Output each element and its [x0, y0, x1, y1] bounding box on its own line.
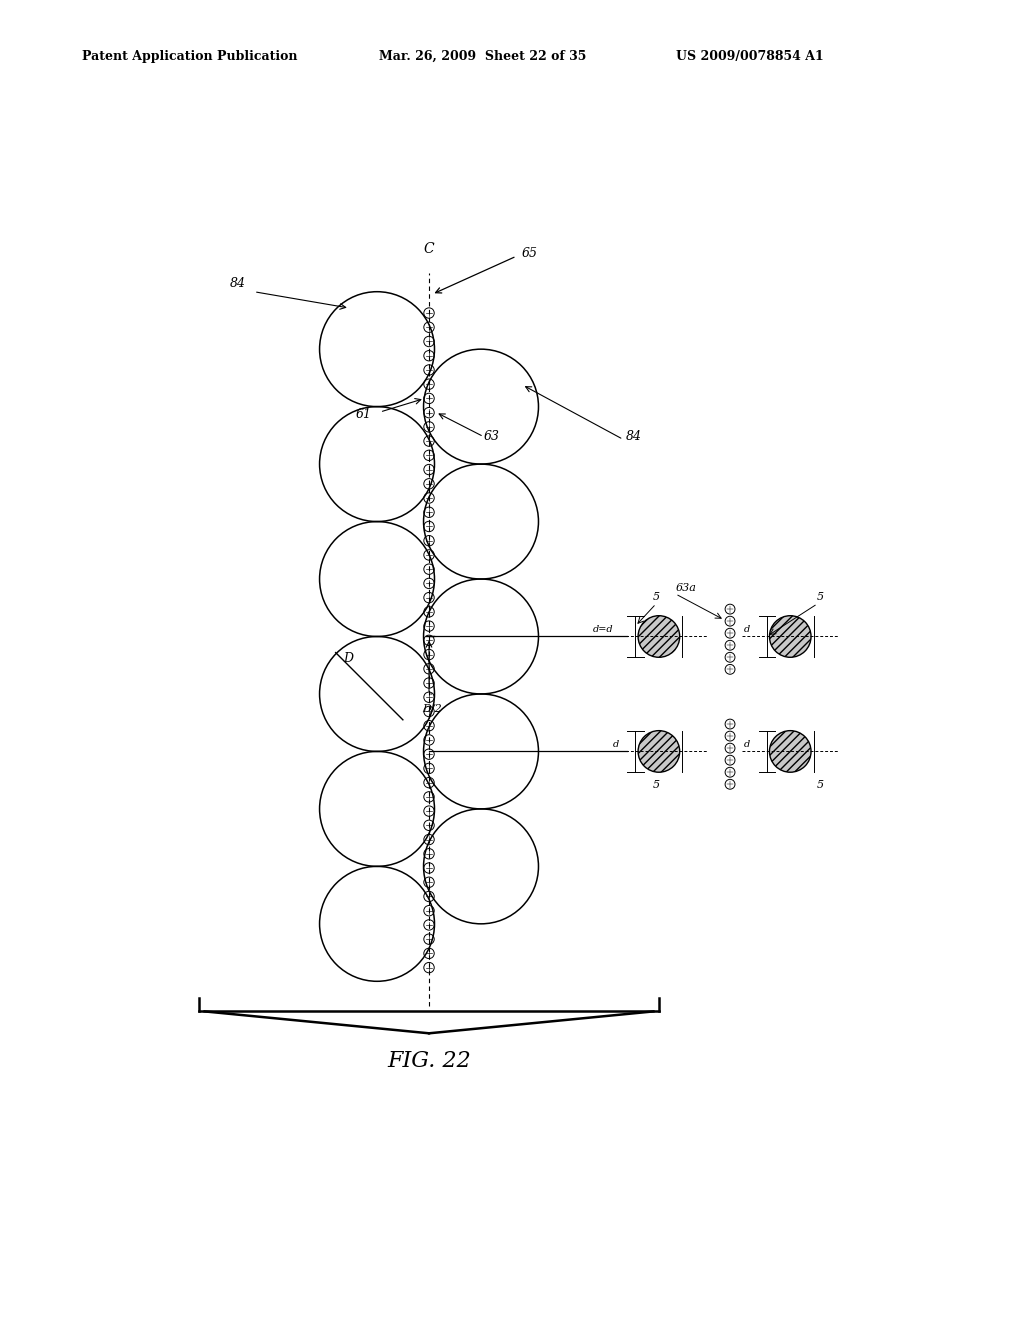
Text: 84: 84: [229, 277, 246, 290]
Text: 5: 5: [652, 593, 659, 602]
Circle shape: [638, 731, 680, 772]
Text: 63a: 63a: [675, 583, 696, 593]
Text: 65: 65: [522, 247, 538, 260]
Text: 5: 5: [817, 780, 824, 789]
Text: 84: 84: [626, 430, 642, 444]
Text: d: d: [612, 741, 618, 750]
Text: 5: 5: [817, 593, 824, 602]
Text: 5: 5: [652, 780, 659, 789]
Circle shape: [769, 731, 811, 772]
Circle shape: [769, 615, 811, 657]
Text: Mar. 26, 2009  Sheet 22 of 35: Mar. 26, 2009 Sheet 22 of 35: [379, 50, 587, 63]
Text: 63: 63: [483, 430, 500, 444]
Text: d: d: [744, 626, 751, 635]
Text: d=d: d=d: [593, 626, 613, 635]
Text: d: d: [744, 741, 751, 750]
Text: 61: 61: [355, 408, 372, 421]
Text: US 2009/0078854 A1: US 2009/0078854 A1: [676, 50, 823, 63]
Text: D: D: [343, 652, 353, 665]
Text: Patent Application Publication: Patent Application Publication: [82, 50, 297, 63]
Text: D/2: D/2: [422, 704, 441, 714]
Text: FIG. 22: FIG. 22: [387, 1049, 471, 1072]
Text: C: C: [424, 242, 434, 256]
Circle shape: [638, 615, 680, 657]
